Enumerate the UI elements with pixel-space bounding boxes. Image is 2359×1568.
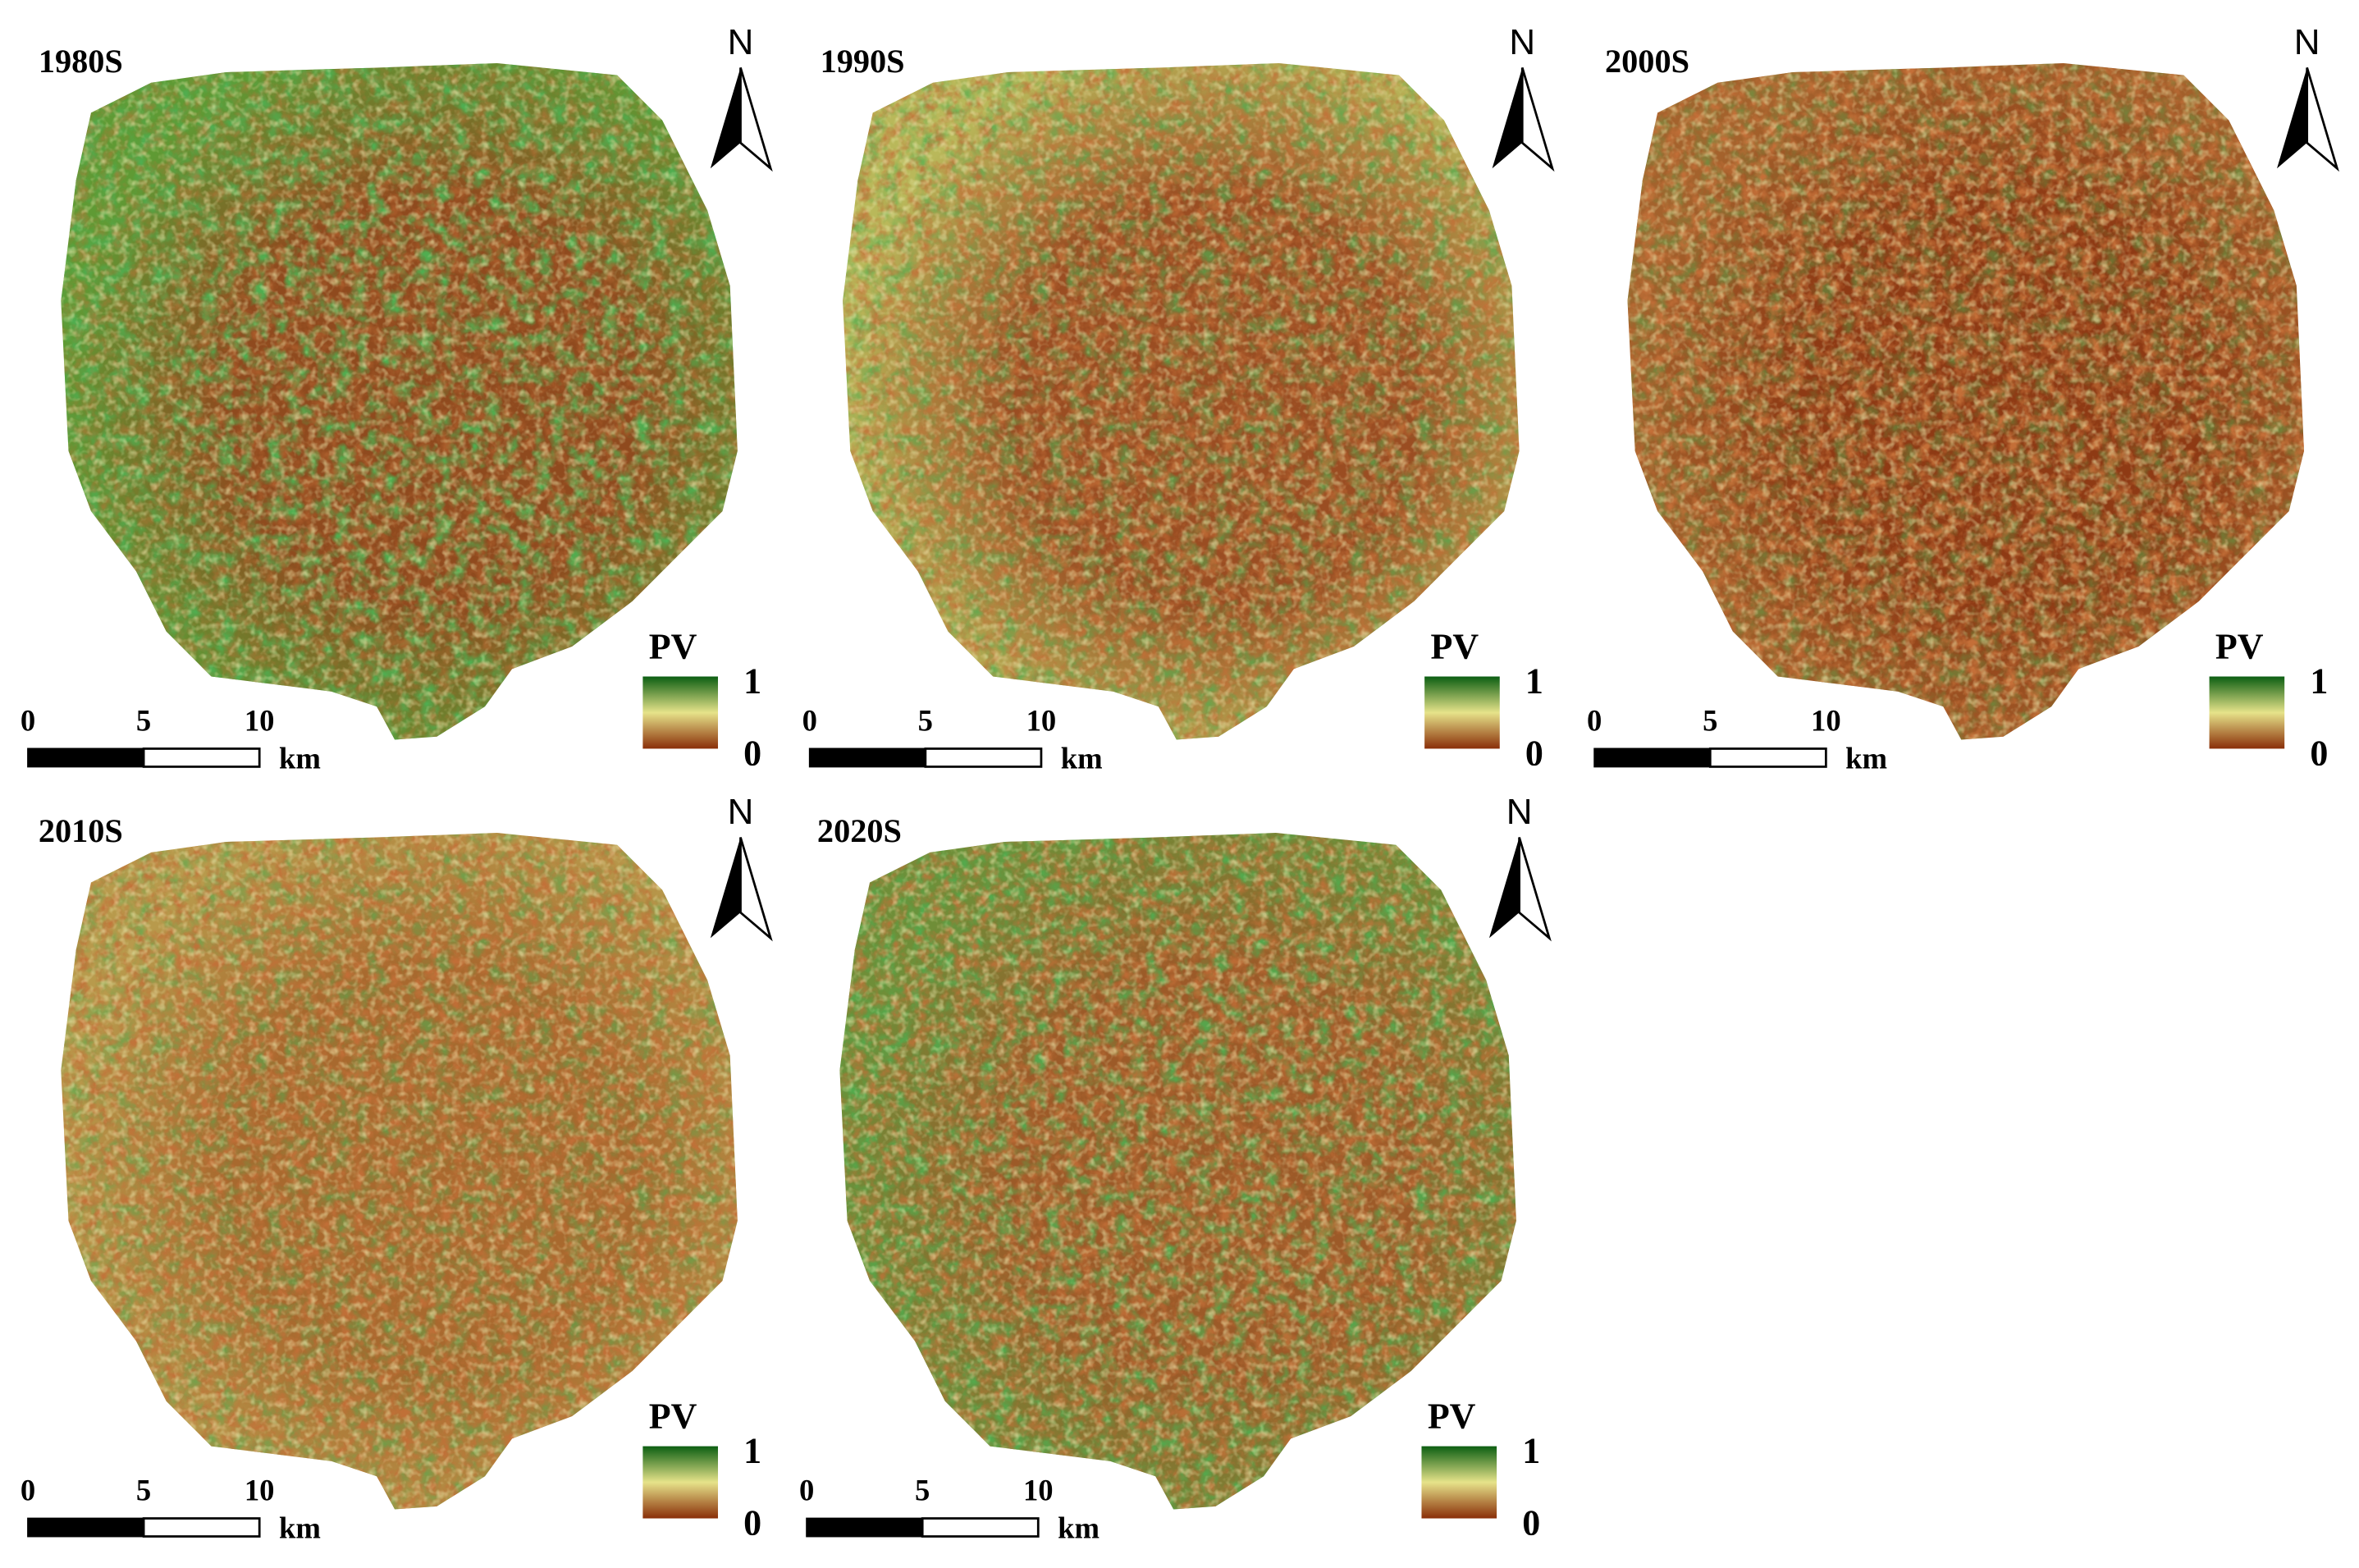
north-arrow-left	[2277, 67, 2307, 169]
scale-tick-label: 10	[245, 703, 275, 737]
map-texture	[61, 833, 738, 1510]
map-texture	[1627, 62, 2304, 740]
scale-bar-black	[27, 747, 145, 768]
north-arrow-left	[710, 67, 741, 169]
scale-bar-white	[1708, 747, 1827, 768]
map-texture	[839, 833, 1516, 1510]
map-texture	[843, 62, 1520, 740]
texture-yellow	[61, 62, 738, 740]
texture-yellow	[1627, 62, 2304, 740]
scale-tick-label: 10	[1026, 703, 1057, 737]
scale-tick-label: 0	[1587, 703, 1602, 737]
scale-unit: km	[1061, 741, 1103, 775]
legend-title: PV	[1430, 627, 1479, 667]
scale-bar-black	[806, 1517, 924, 1538]
scale-unit: km	[1845, 741, 1887, 775]
north-label: N	[728, 22, 754, 62]
scale-bar-black	[1593, 747, 1712, 768]
north-arrow-left	[1492, 67, 1523, 169]
panel-title: 1990S	[821, 43, 905, 80]
north-arrow-left	[710, 837, 741, 939]
legend-ramp	[1421, 1446, 1497, 1519]
texture-yellow	[843, 62, 1520, 740]
scale-bar-black	[808, 747, 926, 768]
panel-title: 2000S	[1605, 43, 1689, 80]
legend-ramp	[2209, 676, 2285, 749]
legend-min: 0	[1525, 734, 1543, 774]
legend-title: PV	[649, 627, 697, 667]
scale-tick-label: 10	[1811, 703, 1841, 737]
scale-unit: km	[279, 1511, 321, 1544]
scale-unit: km	[279, 741, 321, 775]
scale-tick-label: 5	[918, 703, 933, 737]
legend-ramp	[642, 1446, 719, 1519]
legend-title: PV	[1428, 1397, 1476, 1437]
legend-ramp	[1424, 676, 1500, 749]
scale-tick-label: 5	[915, 1474, 930, 1507]
legend-min: 0	[1522, 1503, 1540, 1543]
legend-max: 1	[1525, 661, 1543, 702]
scale-bar-white	[142, 747, 261, 768]
legend-title: PV	[2215, 627, 2264, 667]
legend-max: 1	[2310, 661, 2328, 702]
scale-tick-label: 10	[245, 1474, 275, 1507]
north-arrow-right	[739, 837, 773, 942]
north-arrow-right	[1518, 837, 1552, 942]
north-arrow-right	[1520, 67, 1555, 172]
north-label: N	[2294, 22, 2320, 62]
north-arrow-right	[2306, 67, 2339, 172]
north-label: N	[1506, 792, 1533, 832]
scale-tick-label: 0	[799, 1474, 814, 1507]
panel-title: 2020S	[817, 812, 902, 849]
scale-bar-white	[142, 1517, 261, 1538]
legend-min: 0	[743, 1503, 761, 1543]
legend-min: 0	[2310, 734, 2328, 774]
north-label: N	[1509, 22, 1535, 62]
north-arrow-right	[739, 67, 773, 172]
scale-unit: km	[1058, 1511, 1099, 1544]
scale-tick-label: 5	[136, 1474, 151, 1507]
north-arrow-left	[1488, 837, 1520, 939]
legend-title: PV	[649, 1397, 697, 1437]
texture-yellow	[839, 833, 1516, 1510]
scale-tick-label: 5	[1703, 703, 1717, 737]
scale-tick-label: 5	[136, 703, 151, 737]
legend-ramp	[642, 676, 719, 749]
texture-yellow	[61, 833, 738, 1510]
scale-tick-label: 0	[802, 703, 817, 737]
scale-bar-white	[921, 1517, 1040, 1538]
scale-bar-black	[27, 1517, 145, 1538]
legend-max: 1	[743, 1431, 761, 1471]
map-texture	[61, 62, 738, 740]
scale-tick-label: 0	[21, 1474, 35, 1507]
panel-title: 2010S	[39, 812, 123, 849]
legend-max: 1	[1522, 1431, 1540, 1471]
legend-max: 1	[743, 661, 761, 702]
scale-tick-label: 10	[1023, 1474, 1054, 1507]
scale-tick-label: 0	[21, 703, 35, 737]
north-label: N	[728, 792, 754, 832]
scale-bar-white	[924, 747, 1043, 768]
panel-title: 1980S	[39, 43, 123, 80]
legend-min: 0	[743, 734, 761, 774]
